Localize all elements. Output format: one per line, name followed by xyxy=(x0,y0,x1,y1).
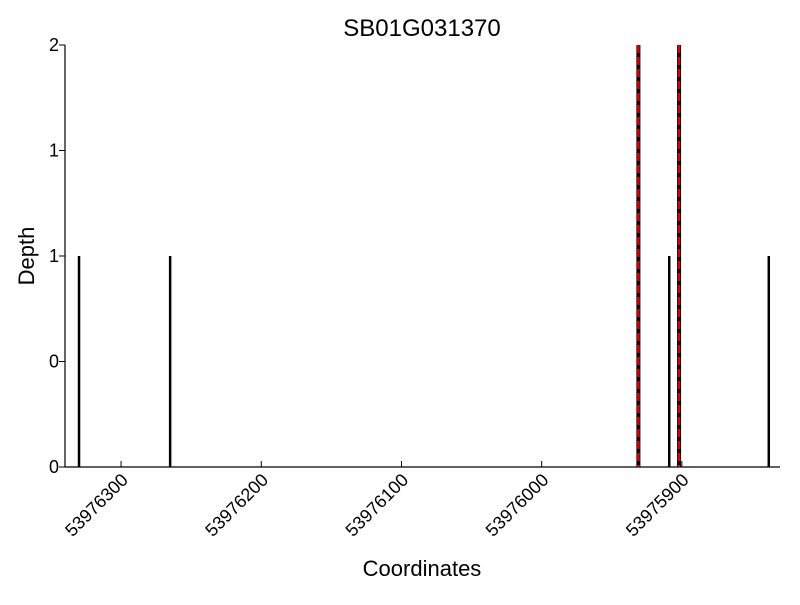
x-tick-label: 53975900 xyxy=(622,470,693,541)
x-tick-label: 53976200 xyxy=(201,470,272,541)
chart-title: SB01G031370 xyxy=(343,15,500,42)
x-tick-label: 53976100 xyxy=(342,470,413,541)
x-tick-label: 53976300 xyxy=(61,470,132,541)
y-tick-label: 0 xyxy=(49,352,59,372)
y-axis-label: Depth xyxy=(14,227,39,286)
y-tick-label: 1 xyxy=(49,246,59,266)
y-tick-label: 2 xyxy=(49,35,59,55)
x-axis-label: Coordinates xyxy=(363,556,482,581)
y-tick-label: 0 xyxy=(49,457,59,477)
y-tick-label: 1 xyxy=(49,141,59,161)
x-tick-label: 53976000 xyxy=(482,470,553,541)
